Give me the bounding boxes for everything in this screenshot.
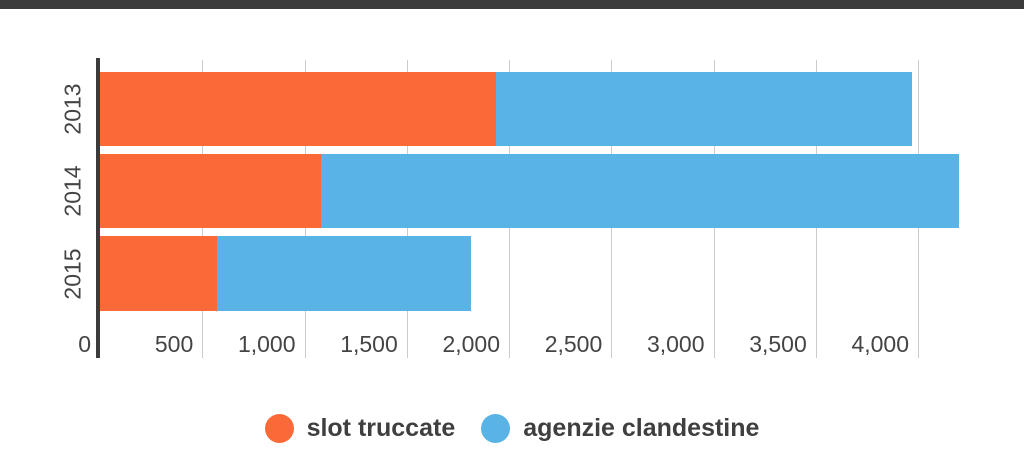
legend-label: slot truccate — [306, 413, 456, 442]
legend-swatch-icon — [264, 413, 294, 443]
legend-item-agenzie-clandestine[interactable]: agenzie clandestine — [481, 413, 760, 443]
bar-segment-agenzie-clandestine-2014[interactable] — [320, 153, 959, 228]
bar-segment-slot-truccate-2013[interactable] — [100, 71, 496, 146]
x-axis-tick-label: 3,000 — [646, 331, 705, 357]
bar-segment-slot-truccate-2015[interactable] — [100, 236, 217, 311]
legend-item-slot-truccate[interactable]: slot truccate — [264, 413, 456, 443]
bar-segment-agenzie-clandestine-2013[interactable] — [495, 71, 912, 146]
top-bar — [0, 0, 1024, 9]
legend-swatch-icon — [481, 413, 511, 443]
y-axis-category-label-2014: 2014 — [59, 165, 86, 217]
x-axis-tick-label: 1,500 — [340, 331, 398, 357]
chart-area: 0 500 1,000 1,500 2,000 2,500 3,000 3,500 4,000 2… — [0, 9, 1024, 404]
x-axis-tick-label: 1,000 — [237, 331, 296, 357]
x-axis-tick-label: 4,000 — [851, 331, 909, 357]
x-axis-tick-label: 0 — [78, 331, 91, 357]
y-axis-category-label-2015: 2015 — [59, 247, 86, 300]
bar-segment-agenzie-clandestine-2015[interactable] — [216, 236, 472, 311]
legend-label: agenzie clandestine — [523, 413, 760, 442]
x-axis-tick-label: 3,500 — [749, 331, 807, 357]
y-axis-line — [96, 58, 100, 358]
y-axis-category-label-2013: 2013 — [59, 83, 86, 135]
bar-segment-slot-truccate-2014[interactable] — [100, 153, 321, 228]
x-axis-tick-label: 2,000 — [442, 331, 500, 357]
x-axis-tick-label: 2,500 — [544, 331, 603, 357]
x-axis-tick-label: 500 — [154, 331, 194, 357]
chart-legend: slot truccate agenzie clandestine — [0, 404, 1024, 452]
